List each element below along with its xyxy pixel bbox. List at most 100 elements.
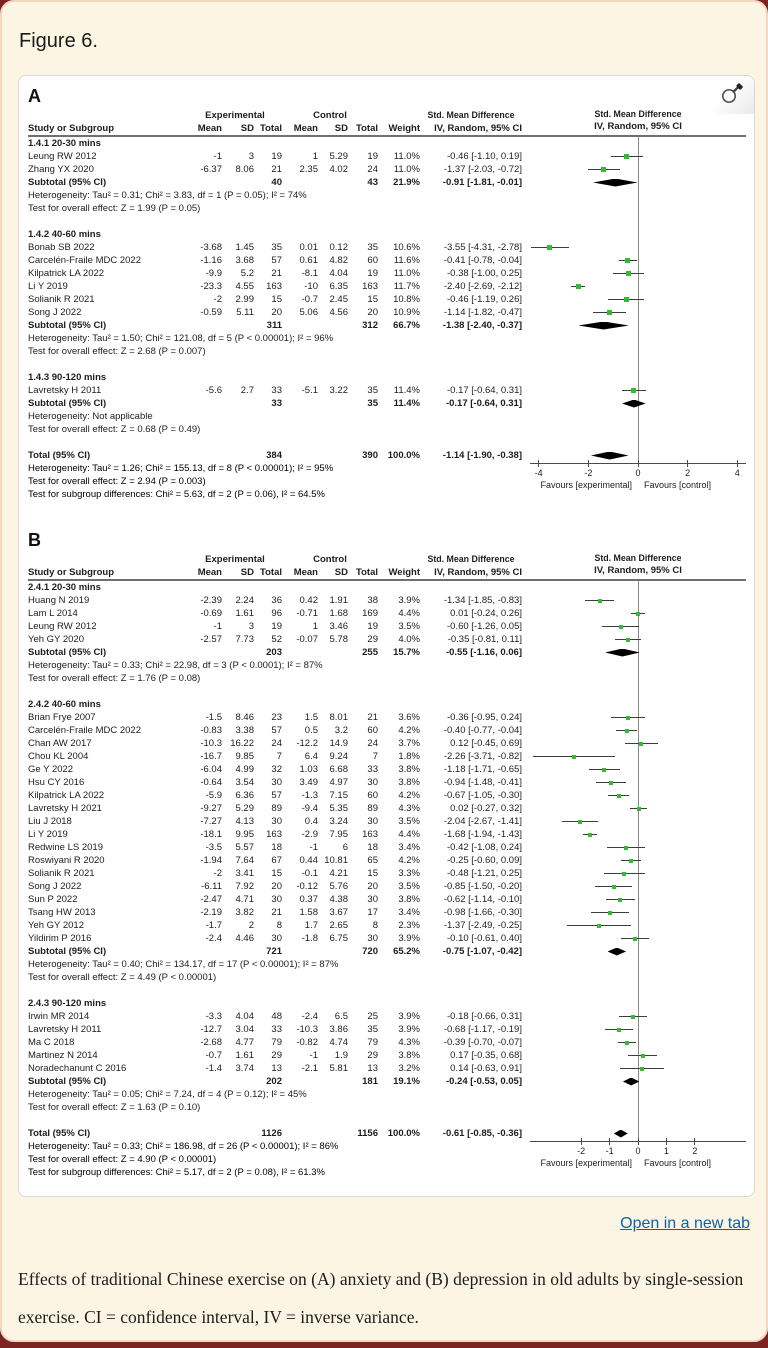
zero-line (637, 880, 639, 893)
figure-label: Figure 6. (19, 30, 98, 52)
forest-marker (625, 258, 631, 263)
total-heterogeneity-note: Heterogeneity: Tau² = 0.33; Chi² = 186.9… (28, 1141, 339, 1152)
study-value: 4.74 (329, 1037, 349, 1048)
forest-marker (618, 897, 623, 902)
plot-cell (530, 893, 746, 906)
study-value: -2.57 (200, 634, 222, 645)
summary-e-total: 384 (266, 450, 282, 461)
total-heterogeneity-note: Heterogeneity: Tau² = 1.26; Chi² = 155.1… (28, 463, 334, 474)
study-value: 0.61 (299, 255, 319, 266)
zero-line (637, 241, 639, 254)
zoom-figure-button[interactable] (710, 76, 754, 114)
study-value: 3.22 (329, 385, 349, 396)
study-row: Martinez N 2014 -0.7 1.61 29 -1 1.9 29 3.8% 0.17… (28, 1049, 746, 1062)
column-header: Mean (197, 566, 222, 578)
study-name: Solianik R 2021 (28, 868, 95, 879)
study-value: 11.4% (393, 385, 420, 396)
zero-line (637, 698, 639, 711)
overall-effect-note: Test for overall effect: Z = 0.68 (P = 0… (28, 423, 746, 436)
zero-line (637, 776, 639, 789)
subtotal-row: Subtotal (95% CI) 203 255 15.7% -0.55 [-1.16… (28, 646, 746, 659)
study-value: 4.3% (398, 1037, 420, 1048)
study-value: -2.26 [-3.71, -0.82] (443, 751, 522, 762)
summary-e-total: 33 (271, 398, 282, 409)
study-value: -0.36 [-0.95, 0.24] (447, 712, 522, 723)
study-value: 23 (271, 712, 282, 723)
forest-marker (628, 858, 633, 863)
header-groups-row: Experimental Control Std. Mean Difference S… (28, 109, 746, 121)
study-value: 19 (271, 151, 282, 162)
header-plot-effect: Std. Mean Difference (594, 553, 682, 563)
study-value: -0.17 [-0.64, 0.31] (447, 385, 522, 396)
study-value: -0.35 [-0.81, 0.11] (447, 634, 522, 645)
panel-label: B (28, 530, 41, 550)
study-value: 9.95 (235, 829, 255, 840)
study-value: 15 (367, 868, 378, 879)
study-value: 20 (271, 881, 282, 892)
zero-line (637, 137, 639, 150)
summary-weight: 15.7% (393, 647, 420, 658)
open-in-new-tab-link[interactable]: Open in a new tab (620, 1215, 750, 1232)
plot-cell (530, 241, 746, 254)
zero-line (637, 1127, 639, 1140)
zero-line (637, 202, 639, 215)
study-name: Lavretsky H 2021 (28, 803, 102, 814)
study-value: -5.1 (301, 385, 318, 396)
study-value: 6.4 (304, 751, 318, 762)
summary-weight: 66.7% (393, 320, 420, 331)
study-value: 8 (276, 920, 282, 931)
column-header: Total (260, 122, 282, 134)
plot-cell (530, 659, 746, 672)
zero-line (637, 319, 639, 332)
study-value: 10.6% (393, 242, 420, 253)
favours-right-label: Favours [control] (644, 1158, 712, 1168)
study-value: 0.02 [-0.27, 0.32] (450, 803, 522, 814)
plot-cell (530, 1101, 746, 1114)
study-name: Brian Frye 2007 (28, 712, 96, 723)
study-row: Li Y 2019 -18.1 9.95 163 -2.9 7.95 163 4.4% -1.6… (28, 828, 746, 841)
study-value: 0.01 [-0.24, 0.26] (450, 608, 522, 619)
study-value: -5.6 (205, 385, 222, 396)
study-value: 1.9 (334, 1050, 348, 1061)
study-row: Song J 2022 -6.11 7.92 20 -0.12 5.76 20 3.5% -0.… (28, 880, 746, 893)
study-value: -0.68 [-1.17, -0.19] (443, 1024, 522, 1035)
study-value: 10.81 (324, 855, 348, 866)
overall-effect-note: Test for overall effect: Z = 1.76 (P = 0… (28, 672, 746, 685)
plot-cell (530, 267, 746, 280)
zero-line (637, 215, 639, 228)
study-name: Bonab SB 2022 (28, 242, 95, 253)
study-value: 3.2% (398, 1063, 420, 1074)
study-value: 32 (271, 764, 282, 775)
plot-cell (530, 410, 746, 423)
forest-marker (602, 767, 607, 772)
study-value: 60 (367, 790, 378, 801)
study-value: -10.3 (296, 1024, 318, 1035)
study-value: 1.03 (299, 764, 319, 775)
summary-diamond (593, 178, 638, 187)
footer-notes: Heterogeneity: Tau² = 0.33; Chi² = 186.9… (28, 1140, 522, 1179)
forest-marker (640, 1053, 645, 1058)
study-value: 2 (248, 920, 254, 931)
study-value: -0.83 (200, 725, 222, 736)
zero-line (637, 436, 639, 449)
study-row: Irwin MR 2014 -3.3 4.04 48 -2.4 6.5 25 3.9% -0.1… (28, 1010, 746, 1023)
study-value: 0.12 [-0.45, 0.69] (450, 738, 522, 749)
study-name: Kilpatrick LA 2022 (28, 790, 105, 801)
summary-diamond (607, 947, 627, 956)
study-value: 5.2 (240, 268, 254, 279)
study-value: 3.5% (398, 881, 420, 892)
subgroup-title-text: 1.4.1 20-30 mins (28, 138, 101, 149)
study-value: 1.45 (235, 242, 255, 253)
subtotal-row: Subtotal (95% CI) 721 720 65.2% -0.75 [-1.07… (28, 945, 746, 958)
zero-line (637, 254, 639, 267)
study-row: Lam L 2014 -0.69 1.61 96 -0.71 1.68 169 4.4% 0.0… (28, 607, 746, 620)
study-value: 30 (367, 777, 378, 788)
plot-cell (530, 815, 746, 828)
forest-marker (607, 310, 613, 315)
figure-caption: Effects of traditional Chinese exercise … (18, 1269, 744, 1327)
zero-line (637, 724, 639, 737)
subtotal-row: Subtotal (95% CI) 311 312 66.7% -1.38 [-2.40… (28, 319, 746, 332)
zero-line (637, 449, 639, 462)
study-value: -9.4 (301, 803, 318, 814)
